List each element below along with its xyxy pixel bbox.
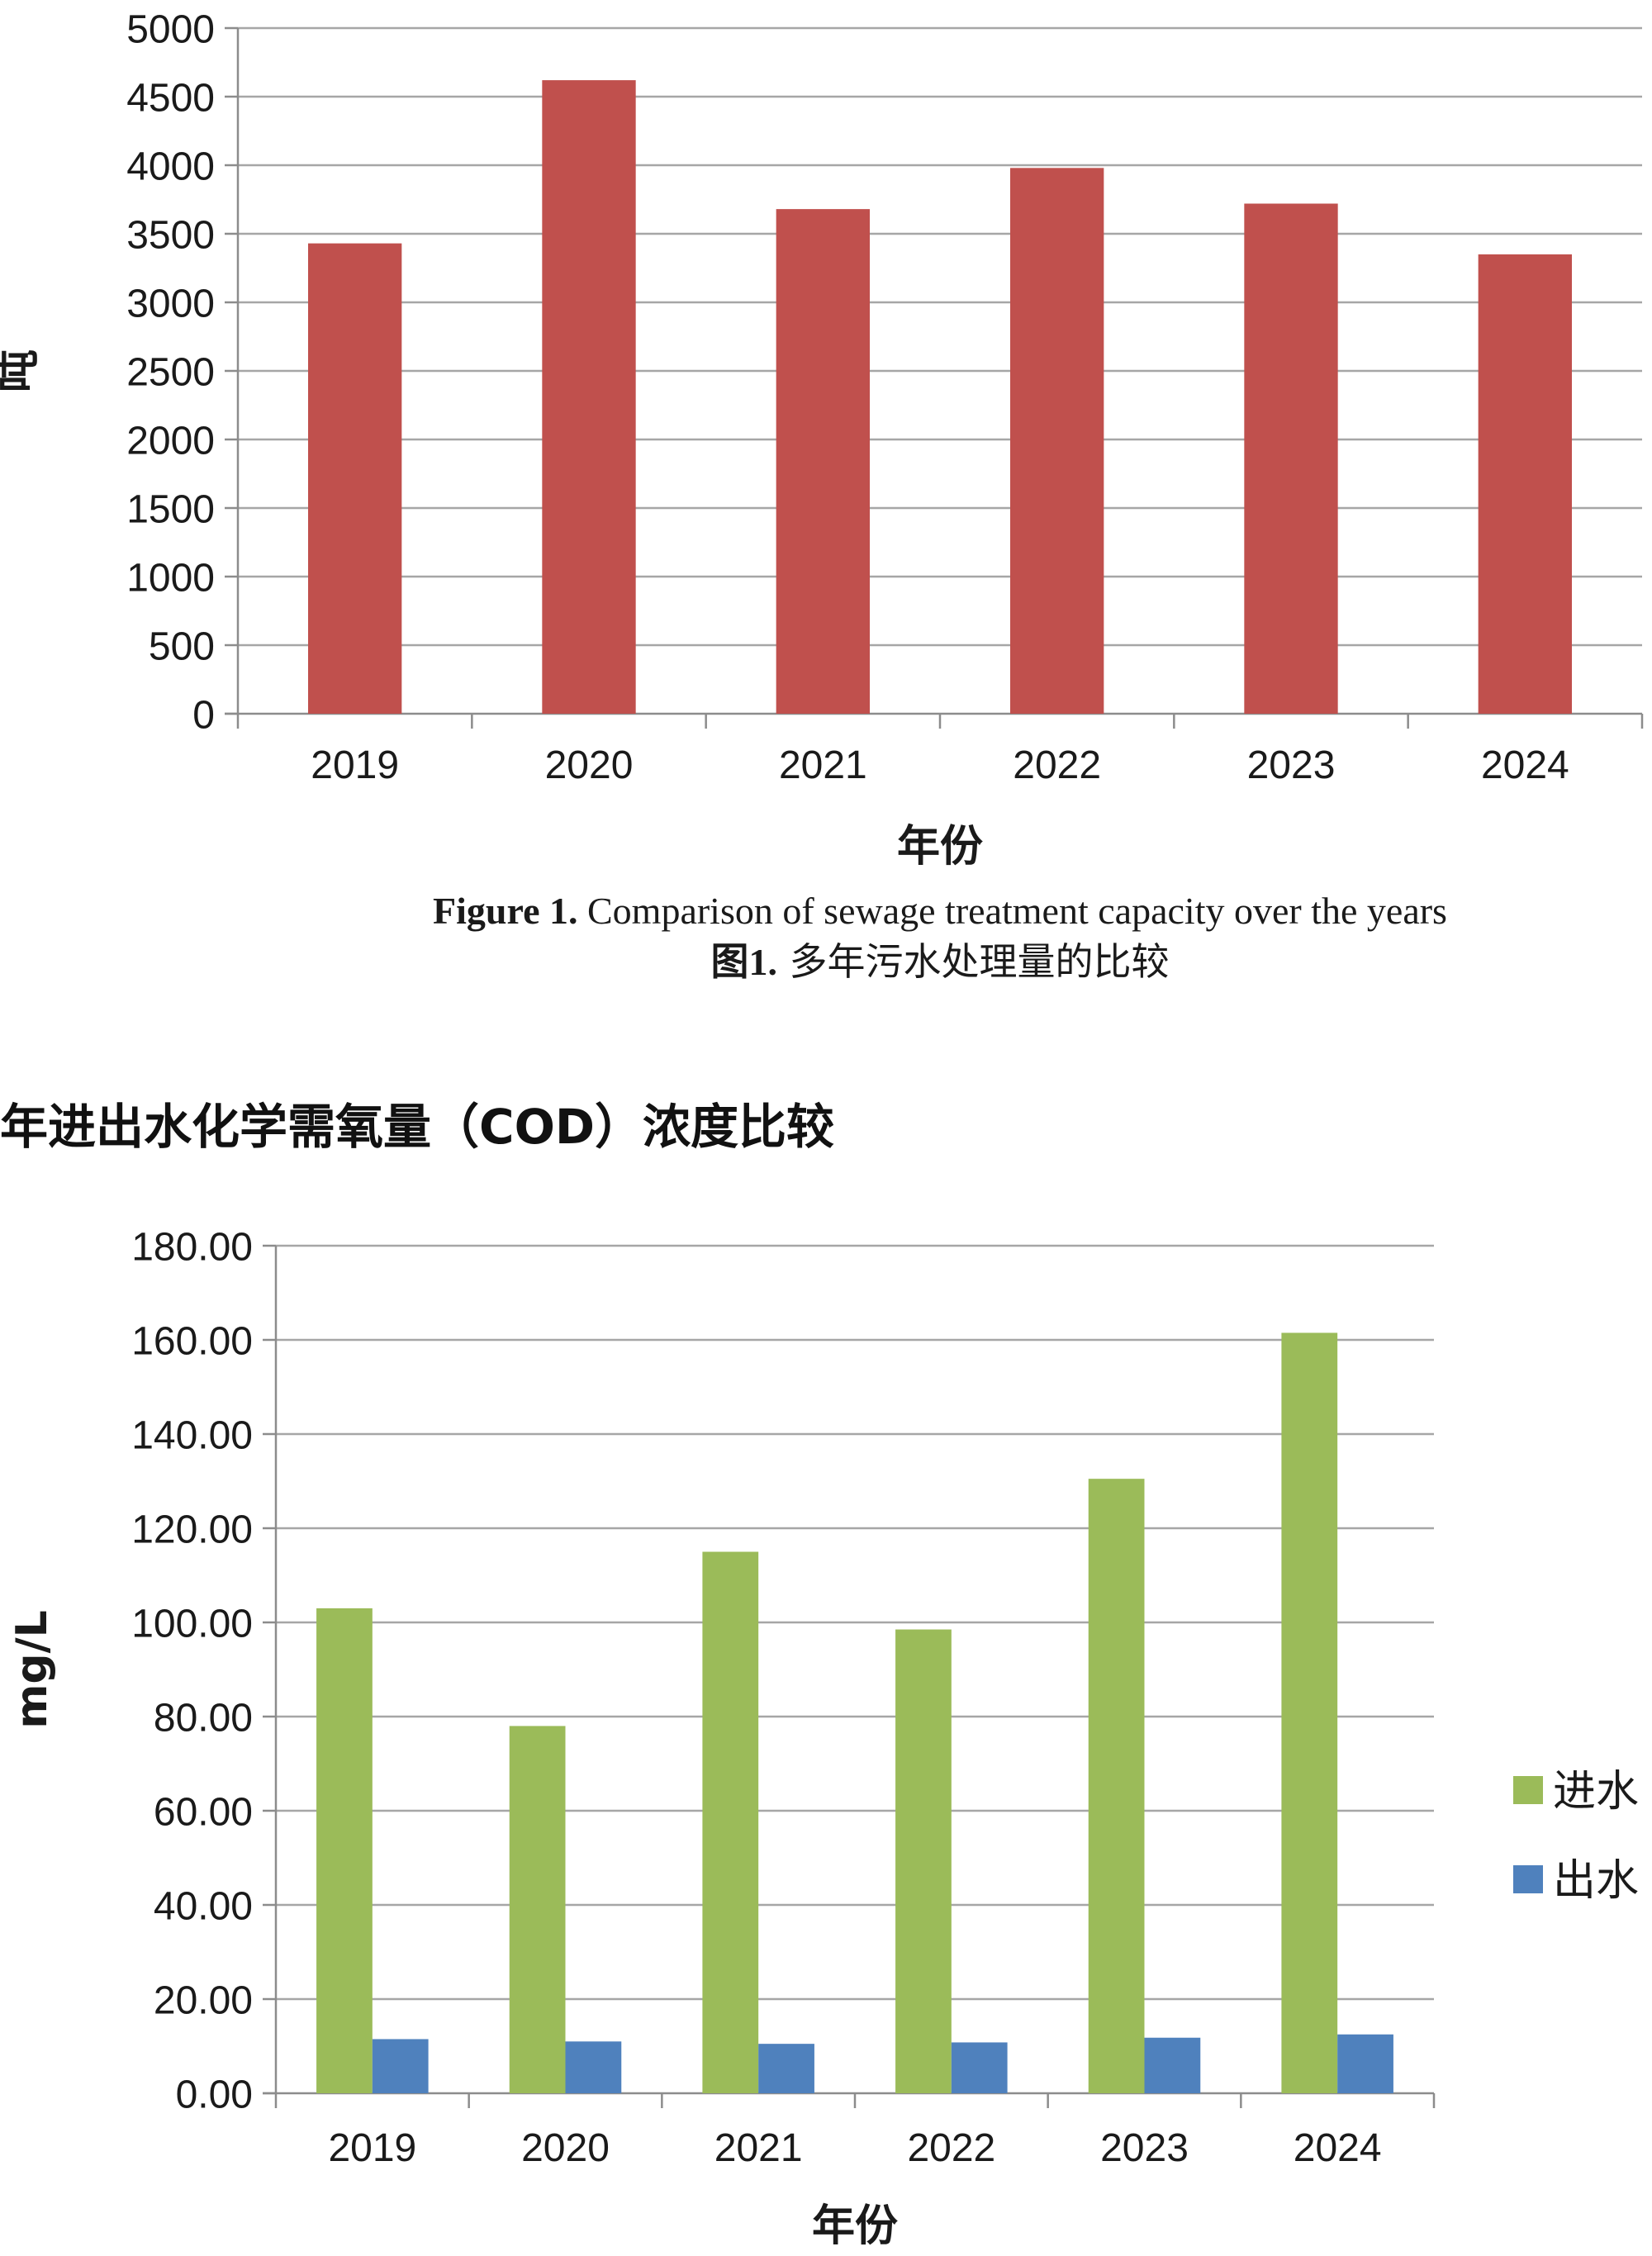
figure-1-caption-en-text: Comparison of sewage treatment capacity … (577, 890, 1446, 932)
y-tick-label: 1000 (126, 556, 215, 600)
figure-1-caption-zh: 图1. 多年污水处理量的比较 (710, 939, 1169, 984)
figure-1-caption-en: Figure 1. Comparison of sewage treatment… (433, 890, 1447, 932)
y-tick-label: 1500 (126, 487, 215, 531)
bar-2024 (1478, 254, 1572, 714)
legend-swatch (1513, 1776, 1543, 1804)
bar-2022-series-0 (895, 1629, 952, 2093)
legend-label: 出水 (1553, 1856, 1639, 1906)
y-tick-label: 20.00 (154, 1978, 253, 2022)
bar-2023-series-0 (1088, 1479, 1145, 2093)
x-tick-label: 2020 (521, 2126, 610, 2170)
y-tick-label: 3500 (126, 213, 215, 257)
x-tick-label: 2023 (1247, 743, 1336, 787)
y-tick-label: 500 (149, 625, 215, 668)
x-tick-label: 2021 (714, 2126, 803, 2170)
chart-2-cod-concentration: 0.00 20.00 40.00 60.00 80.00 100.00 120.00 140.… (7, 1225, 1639, 2251)
chart-1-sewage-capacity: 0 500 1000 1500 2000 2500 3000 3500 4000 4500 5000… (0, 7, 1644, 872)
bar-2021-series-0 (702, 1551, 759, 2093)
bar-2022-series-1 (951, 2042, 1008, 2093)
x-tick-label: 2022 (907, 2126, 995, 2170)
y-tick-label: 100.00 (131, 1602, 253, 1646)
x-tick-label: 2024 (1481, 743, 1569, 787)
y-axis-title: mg/L (7, 1610, 57, 1729)
bar-2019-series-1 (372, 2039, 429, 2093)
bar-2020-series-1 (565, 2041, 622, 2093)
figure-1-caption-zh-text: 多年污水处理量的比较 (777, 939, 1170, 984)
bar-2021 (776, 209, 870, 714)
x-tick-label: 2019 (328, 2126, 416, 2170)
figure-1-caption-en-label: Figure 1. (433, 890, 577, 932)
figure-1-caption-zh-label: 图1. (710, 941, 777, 983)
y-tick-label: 3000 (126, 282, 215, 325)
y-tick-label: 4000 (126, 145, 215, 188)
legend-swatch (1513, 1865, 1543, 1893)
bar-2019 (308, 243, 402, 714)
y-tick-label: 4500 (126, 76, 215, 120)
bar-2023 (1244, 203, 1338, 715)
y-tick-label: 180.00 (131, 1225, 253, 1269)
bar-2019-series-0 (316, 1608, 373, 2093)
y-tick-label: 5000 (126, 7, 215, 51)
bar-2020-series-0 (509, 1726, 566, 2093)
section-heading: 年进出水化学需氧量（COD）浓度比较 (0, 1099, 834, 1155)
y-tick-label: 140.00 (131, 1413, 253, 1457)
bar-2021-series-1 (758, 2044, 814, 2093)
x-axis-title: 年份 (812, 2201, 898, 2251)
y-tick-label: 60.00 (154, 1790, 253, 1834)
y-tick-label: 2000 (126, 419, 215, 463)
x-tick-label: 2023 (1100, 2126, 1189, 2170)
y-tick-label: 2500 (126, 350, 215, 394)
y-tick-label: 0 (192, 693, 215, 737)
bar-2020 (542, 80, 636, 714)
bar-2024-series-1 (1337, 2034, 1393, 2093)
y-axis-title: 吨 (0, 349, 44, 392)
x-axis-title: 年份 (897, 822, 983, 872)
x-tick-label: 2021 (779, 743, 867, 787)
y-tick-label: 80.00 (154, 1696, 253, 1740)
y-tick-label: 40.00 (154, 1884, 253, 1928)
x-tick-label: 2022 (1013, 743, 1101, 787)
y-tick-label: 120.00 (131, 1508, 253, 1551)
x-tick-label: 2019 (311, 743, 399, 787)
legend-label: 进水 (1553, 1767, 1639, 1817)
y-tick-label: 160.00 (131, 1319, 253, 1363)
x-tick-label: 2024 (1294, 2126, 1382, 2170)
bar-2022 (1010, 168, 1104, 714)
x-tick-label: 2020 (545, 743, 634, 787)
y-tick-label: 0.00 (176, 2073, 253, 2116)
bar-2024-series-0 (1281, 1332, 1338, 2093)
bar-2023-series-1 (1144, 2037, 1201, 2093)
